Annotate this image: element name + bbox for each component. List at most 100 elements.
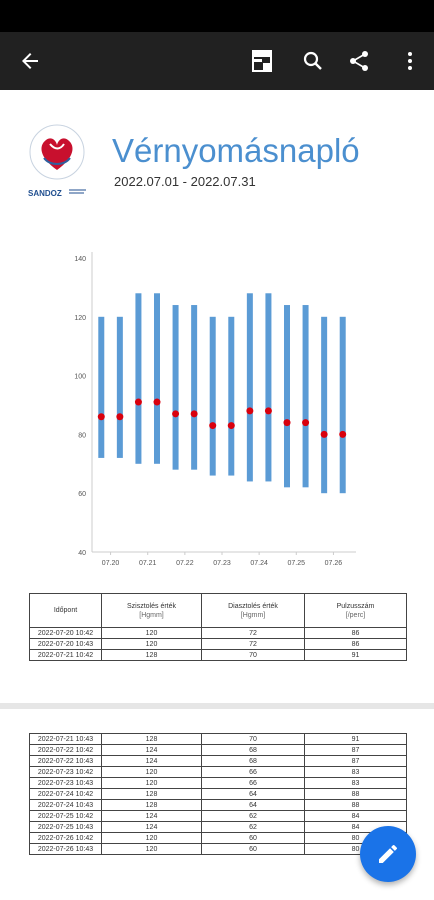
table-cell: 120: [101, 638, 202, 650]
table-cell: 91: [304, 649, 407, 661]
pulse-point: [283, 419, 291, 427]
table-cell: 2022-07-24 10:42: [29, 788, 102, 800]
table-cell: 2022-07-20 10:42: [29, 627, 102, 639]
range-bar: [321, 316, 328, 494]
more-options-button[interactable]: [386, 32, 434, 90]
table-row: 2022-07-23 10:42 120 66 83: [29, 766, 407, 778]
edit-fab[interactable]: [360, 826, 416, 882]
x-tick-label: 07.26: [325, 560, 343, 567]
pulse-point: [116, 413, 124, 421]
table-header-unit: [/perc]: [345, 611, 366, 619]
table-cell: 86: [304, 638, 407, 650]
table-row: 2022-07-24 10:43 128 64 88: [29, 799, 407, 811]
table-cell: 2022-07-24 10:43: [29, 799, 102, 811]
document-view-button[interactable]: [238, 32, 286, 90]
table-cell: 60: [201, 843, 305, 855]
table-header-label: Diasztolés érték: [228, 602, 278, 610]
table-cell: 2022-07-21 10:42: [29, 649, 102, 661]
table-cell: 2022-07-21 10:43: [29, 733, 102, 745]
table-cell: 88: [304, 799, 407, 811]
pulse-point: [339, 430, 347, 438]
table-cell: 124: [101, 744, 202, 756]
pulse-point: [320, 430, 328, 438]
table-row: 2022-07-21 10:42 128 70 91: [29, 649, 407, 661]
table-cell: 2022-07-20 10:43: [29, 638, 102, 650]
range-bar: [339, 316, 346, 494]
app-toolbar: [0, 32, 434, 90]
more-vert-icon: [408, 52, 412, 70]
table-header-label: Szisztolés érték: [126, 602, 177, 610]
table-row: 2022-07-26 10:43 120 60 80: [29, 843, 407, 855]
range-bar: [191, 305, 198, 470]
table-header-label: Időpont: [53, 607, 78, 614]
share-button[interactable]: [335, 32, 383, 90]
blood-pressure-chart: 140 120 100 80 60 40 07.20 07.21 07.22 07.23 07.24…: [74, 252, 356, 567]
table-cell: 66: [201, 766, 305, 778]
x-tick-label: 07.23: [213, 560, 231, 567]
table-cell: 2022-07-23 10:43: [29, 777, 102, 789]
search-button[interactable]: [289, 32, 337, 90]
table-header-cell: Időpont: [29, 593, 102, 628]
table-row: 2022-07-23 10:43 120 66 83: [29, 777, 407, 789]
pulse-point: [264, 407, 272, 415]
table-header-cell: Pulzusszám [/perc]: [304, 593, 407, 628]
table-cell: 88: [304, 788, 407, 800]
pulse-point: [227, 422, 235, 430]
table-cell: 124: [101, 755, 202, 767]
table-row: 2022-07-22 10:43 124 68 87: [29, 755, 407, 767]
table-cell: 70: [201, 733, 305, 745]
report-title: Vérnyomásnapló: [112, 132, 360, 169]
table-cell: 62: [201, 821, 305, 833]
table-cell: 120: [101, 777, 202, 789]
table-cell: 124: [101, 810, 202, 822]
back-button[interactable]: [6, 32, 54, 90]
table-cell: 83: [304, 766, 407, 778]
range-bar: [135, 293, 142, 464]
table-cell: 86: [304, 627, 407, 639]
table-cell: 128: [101, 788, 202, 800]
table-cell: 72: [201, 627, 305, 639]
table-cell: 64: [201, 799, 305, 811]
table-cell: 2022-07-22 10:42: [29, 744, 102, 756]
back-arrow-icon: [22, 53, 38, 69]
pencil-icon: [379, 845, 397, 863]
range-bar: [246, 293, 253, 482]
table-cell: 2022-07-22 10:43: [29, 755, 102, 767]
table-cell: 120: [101, 766, 202, 778]
x-tick-label: 07.24: [250, 560, 268, 567]
table-header-label: Pulzusszám: [336, 602, 375, 610]
table-row: 2022-07-21 10:43 128 70 91: [29, 733, 407, 745]
table-row: 2022-07-24 10:42 128 64 88: [29, 788, 407, 800]
pulse-point: [246, 407, 254, 415]
brand-logo-text: SANDOZ: [28, 189, 62, 198]
table-cell: 87: [304, 744, 407, 756]
pdf-page-1: SANDOZ Vérnyomásnapló 2022.07.01 - 2022.…: [0, 90, 434, 703]
range-bar: [116, 316, 123, 458]
y-tick-label: 80: [78, 432, 86, 439]
table-header-cell: Szisztolés érték [Hgmm]: [101, 593, 202, 628]
table-cell: 128: [101, 649, 202, 661]
table-header-unit: [Hgmm]: [139, 611, 164, 619]
table-header-unit: [Hgmm]: [240, 611, 266, 619]
range-bar: [98, 316, 105, 458]
range-bar: [228, 316, 235, 476]
table-cell: 68: [201, 744, 305, 756]
range-bar: [302, 305, 309, 488]
x-tick-label: 07.22: [176, 560, 194, 567]
table-row: 2022-07-20 10:42 120 72 86: [29, 627, 407, 639]
pulse-point: [97, 413, 105, 421]
range-bar: [154, 293, 160, 464]
table-cell: 68: [201, 755, 305, 767]
table-cell: 2022-07-26 10:43: [29, 843, 102, 855]
measurements-table-page1: Időpont Szisztolés érték [Hgmm] Diasztolés …: [29, 593, 407, 661]
table-cell: 60: [201, 832, 305, 844]
x-tick-label: 07.25: [288, 560, 306, 567]
share-icon: [350, 51, 368, 71]
table-cell: 83: [304, 777, 407, 789]
pulse-point: [172, 410, 180, 418]
y-tick-label: 60: [78, 491, 86, 498]
search-icon: [303, 51, 322, 70]
pulse-point: [209, 422, 217, 430]
y-tick-label: 100: [74, 374, 86, 381]
table-cell: 70: [201, 649, 305, 661]
